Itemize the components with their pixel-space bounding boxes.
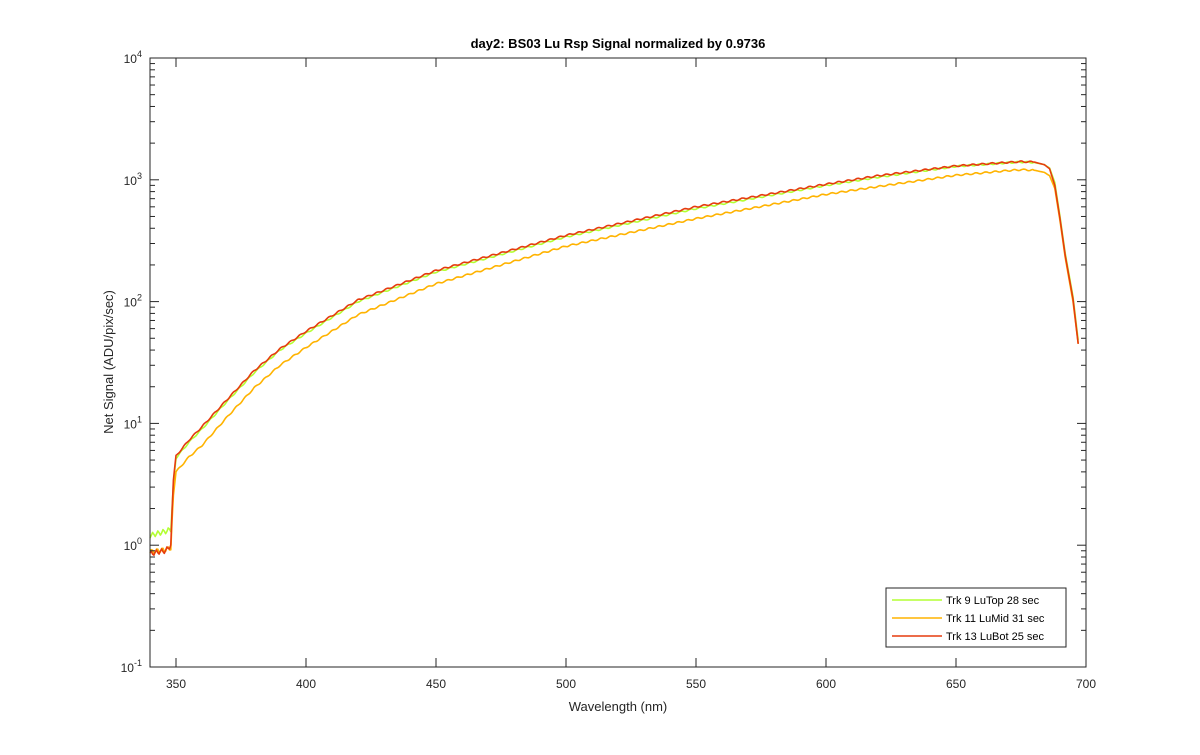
y-tick-label: 10-1 — [121, 658, 142, 675]
y-tick-label-exponent: 0 — [137, 536, 142, 546]
y-tick-label-exponent: -1 — [134, 658, 142, 668]
y-tick-label-exponent: 4 — [137, 49, 142, 59]
y-tick-label-base: 10 — [121, 661, 135, 675]
y-tick-label-exponent: 3 — [137, 171, 142, 181]
series-line-2 — [149, 168, 1079, 555]
plot-frame — [149, 57, 1087, 668]
y-axis-label: Net Signal (ADU/pix/sec) — [101, 290, 116, 434]
x-tick-label: 500 — [556, 677, 576, 691]
legend-items: Trk 9 LuTop 28 sec Trk 11 LuMid 31 sec Trk… — [892, 595, 1045, 643]
x-tick-label: 450 — [426, 677, 446, 691]
y-tick-label-exponent: 2 — [137, 293, 142, 303]
y-tick-label-base: 10 — [124, 296, 138, 310]
legend-label: Trk 11 LuMid 31 sec — [946, 613, 1045, 625]
chart-title: day2: BS03 Lu Rsp Signal normalized by 0… — [471, 36, 766, 51]
y-tick-label-base: 10 — [124, 174, 138, 188]
x-tick-label: 700 — [1076, 677, 1096, 691]
x-tick-label: 550 — [686, 677, 706, 691]
y-tick-label: 100 — [124, 536, 142, 553]
x-tick-label: 650 — [946, 677, 966, 691]
legend-label: Trk 9 LuTop 28 sec — [946, 595, 1040, 607]
series-line-3 — [149, 160, 1079, 557]
legend-label: Trk 13 LuBot 25 sec — [946, 631, 1045, 643]
legend-box — [885, 587, 1067, 648]
series-layer — [149, 160, 1079, 557]
y-tick-label: 101 — [124, 414, 142, 431]
y-tick-label: 103 — [124, 171, 142, 188]
plot-area — [150, 58, 1086, 667]
legend[interactable]: Trk 9 LuTop 28 sec Trk 11 LuMid 31 sec Trk… — [885, 587, 1067, 648]
y-tick-label: 102 — [124, 293, 142, 310]
x-tick-label: 400 — [296, 677, 316, 691]
y-tick-label-base: 10 — [124, 52, 138, 66]
y-tick-label: 104 — [124, 49, 142, 66]
y-tick-label-exponent: 1 — [137, 414, 142, 424]
x-tick-label: 350 — [166, 677, 186, 691]
x-axis: 350 400 450 500 550 600 650 700 — [166, 58, 1096, 691]
x-tick-label: 600 — [816, 677, 836, 691]
y-tick-label-base: 10 — [124, 539, 138, 553]
y-tick-label-base: 10 — [124, 417, 138, 431]
x-axis-label: Wavelength (nm) — [569, 699, 668, 714]
